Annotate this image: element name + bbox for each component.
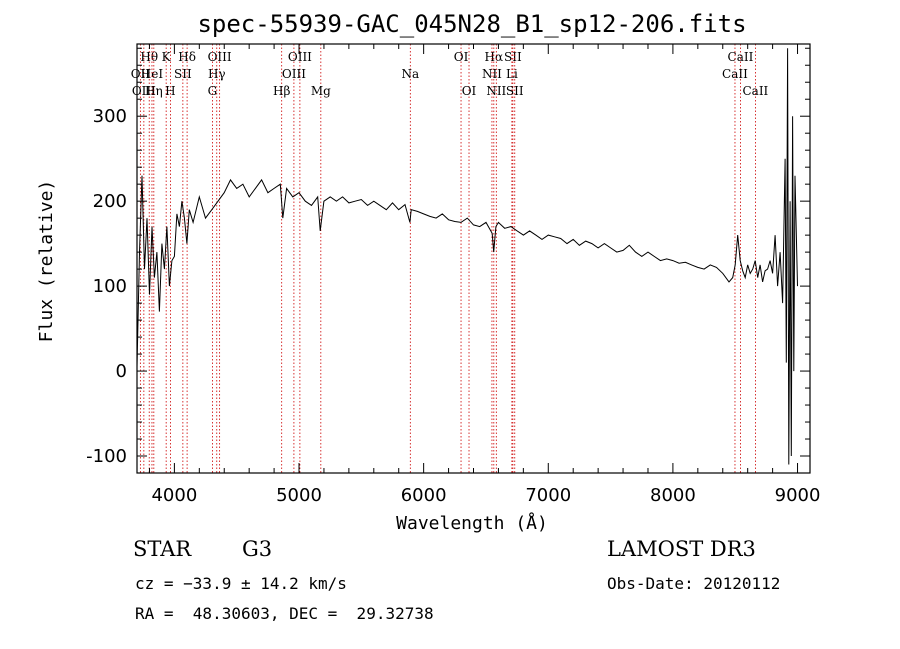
y-axis-ticks: -100 0 100 200 300 (86, 47, 810, 467)
x-tick-label: 5000 (276, 485, 322, 506)
x-tick-label: 4000 (151, 485, 197, 506)
spectral-line-label: OI (454, 50, 469, 64)
spectral-line-label: NII (486, 84, 506, 98)
spectral-line-label: K (162, 50, 172, 64)
y-tick-label: 300 (93, 106, 127, 127)
spectral-line-label: Hγ (208, 67, 226, 81)
spectral-line-label: NII (482, 67, 502, 81)
spectral-line-label: Mg (311, 84, 331, 98)
spectral-line-label: Hα (485, 50, 504, 64)
spectral-line-label: G (208, 84, 218, 98)
spectral-line-label: Hβ (273, 84, 290, 98)
spectral-line-label: OIII (288, 50, 312, 64)
spectral-line-label: Na (401, 67, 419, 81)
ra-dec-coordinates: RA = 48.30603, DEC = 29.32738 (135, 604, 434, 623)
spectral-line-label: OIII (132, 84, 156, 98)
chart-title: spec-55939-GAC_045N28_B1_sp12-206.fits (197, 10, 746, 38)
spectral-line-label: OI (462, 84, 477, 98)
spectral-line-label: Hδ (178, 50, 196, 64)
spectral-line-label: CaII (722, 67, 748, 81)
spectral-line-label: OIII (282, 67, 306, 81)
redshift-velocity: cz = −33.9 ± 14.2 km/s (135, 574, 347, 593)
object-class: STAR (133, 537, 192, 561)
spectral-line-label: SII (504, 50, 522, 64)
spectral-line-label: HeI (141, 67, 164, 81)
x-axis-ticks: 4000 5000 6000 7000 8000 9000 (148, 44, 821, 506)
survey-name: LAMOST DR3 (607, 537, 756, 561)
x-tick-label: 7000 (525, 485, 571, 506)
object-subclass: G3 (242, 537, 273, 561)
y-tick-label: 200 (93, 191, 127, 212)
y-tick-label: 100 (93, 276, 127, 297)
spectral-line-label: SII (174, 67, 192, 81)
x-tick-label: 8000 (650, 485, 696, 506)
flux-series-line (136, 48, 798, 465)
spectral-line-label: OII (131, 67, 151, 81)
spectral-line-label: Hθ (140, 50, 158, 64)
spectral-line-label: CaII (742, 84, 768, 98)
x-tick-label: 9000 (775, 485, 821, 506)
y-tick-label: -100 (86, 446, 127, 467)
spectral-line-label: CaII (728, 50, 754, 64)
y-tick-label: 0 (116, 361, 127, 382)
spectral-line-label: SII (506, 84, 524, 98)
x-axis-label: Wavelength (Å) (396, 512, 548, 534)
y-axis-label: Flux (relative) (36, 180, 57, 343)
spectral-line-label: H (165, 84, 175, 98)
x-tick-label: 6000 (401, 485, 447, 506)
spectral-line-label: Li (506, 67, 518, 81)
spectral-line-label: OIII (208, 50, 232, 64)
observation-date: Obs-Date: 20120112 (607, 574, 781, 593)
spectral-line-label: Hη (145, 84, 163, 98)
plot-frame (136, 43, 811, 474)
